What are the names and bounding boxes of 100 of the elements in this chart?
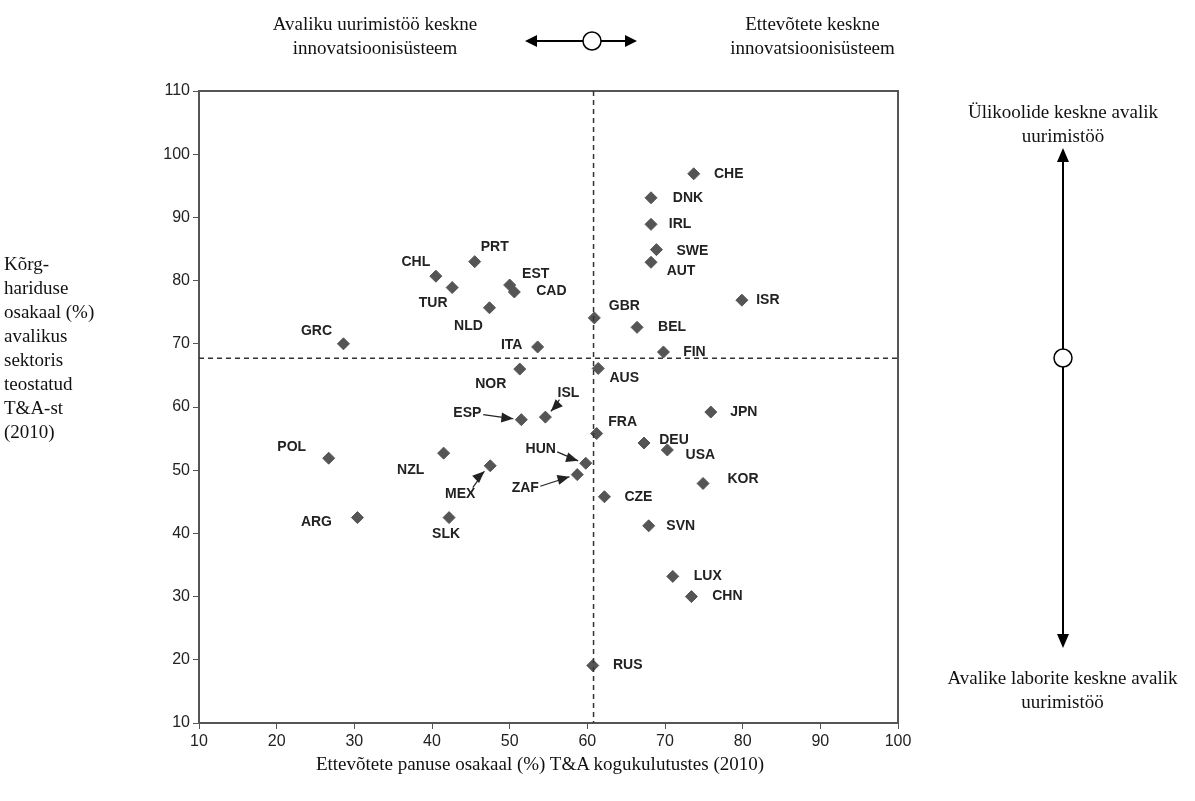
annotation: GRC [300, 321, 333, 338]
annotation: CHE [713, 164, 744, 181]
point [437, 446, 451, 460]
annotation: CZE [624, 487, 653, 504]
point [570, 468, 584, 482]
point [531, 340, 545, 354]
point [642, 519, 656, 533]
annotation: ITA [500, 335, 523, 352]
text: Avaliku uurimistöö keskne innovatsioonisüsteem [271, 12, 479, 60]
point [586, 658, 600, 672]
point [538, 410, 552, 424]
y-tick-label: 70 [172, 334, 191, 352]
point [696, 476, 710, 490]
point [644, 191, 658, 205]
x-tick-label: 60 [578, 732, 597, 750]
point [591, 361, 605, 375]
point [644, 217, 658, 231]
point [644, 255, 658, 269]
point [579, 456, 593, 470]
point [322, 451, 336, 465]
point [587, 311, 601, 325]
x-tick-label: 20 [267, 732, 286, 750]
annotation: SLK [432, 525, 461, 542]
point [429, 269, 443, 283]
x-tick-label: 10 [190, 732, 208, 750]
text: Ettevõtete keskne innovatsioonisüsteem [729, 12, 896, 60]
annotation: FRA [608, 413, 638, 430]
point [649, 243, 663, 257]
point [687, 167, 701, 181]
x-tick-label: 30 [345, 732, 364, 750]
annotation: POL [277, 438, 307, 455]
annotation: BEL [658, 318, 687, 335]
x-tick-label: 90 [811, 732, 830, 750]
y-tick-label: 80 [172, 271, 191, 289]
annotation: ISR [756, 291, 780, 308]
x-tick-label: 40 [423, 732, 441, 750]
point [656, 345, 670, 359]
annotation: USA [685, 445, 716, 462]
text: Ülikoolide keskne avalik uurimistöö [967, 100, 1159, 148]
annotation: NZL [397, 461, 425, 477]
y-axis-title: Kõrg-hariduse osakaal (%) avalikus sektoris teostatud T&A-st (2010) [4, 252, 96, 444]
y-tick-label: 110 [164, 81, 191, 99]
x-tick-label: 80 [733, 732, 752, 750]
x-tick-label: 100 [884, 732, 912, 750]
annotation: MEX [445, 484, 477, 501]
annotation: DEU [659, 430, 689, 447]
x-tick-label: 70 [656, 732, 674, 750]
point [704, 405, 718, 419]
point [468, 255, 482, 269]
annotation: ZAF [511, 479, 540, 496]
annotation: EST [522, 264, 550, 281]
point [482, 301, 496, 315]
annotation: NLD [454, 316, 483, 333]
annotation: RUS [612, 656, 643, 673]
annotation: ARG [300, 513, 333, 530]
annotation: CHN [712, 587, 743, 604]
annotation: SWE [676, 242, 709, 259]
y-tick-label: 60 [172, 397, 191, 415]
annotation: LUX [693, 567, 723, 584]
annotation: AUS [609, 369, 639, 386]
x-axis-title: Ettevõtete panuse osakaal (%) T&A kogukulutustes (2010) [314, 752, 766, 776]
annotation: GBR [608, 296, 640, 313]
annotation: AUT [666, 262, 696, 279]
point [660, 443, 674, 457]
text: Avalike laborite keskne avalik uurimistöö [946, 666, 1179, 714]
annotation: ESP [453, 404, 482, 421]
point [514, 413, 528, 427]
point [336, 337, 350, 351]
point [483, 459, 497, 473]
point [350, 511, 364, 525]
point [445, 281, 459, 295]
annotation: DNK [672, 188, 704, 205]
y-tick-label: 10 [172, 713, 191, 731]
point [442, 511, 456, 525]
annotation: HUN [525, 440, 556, 457]
annotation: KOR [727, 470, 759, 487]
point [684, 590, 698, 604]
annotation: TUR [418, 294, 448, 311]
y-tick-label: 50 [172, 460, 191, 478]
y-tick-label: 30 [172, 587, 191, 605]
point [637, 436, 651, 450]
x-tick-label: 50 [500, 732, 519, 750]
y-tick-label: 20 [172, 650, 191, 668]
y-tick-label: 90 [172, 207, 191, 225]
annotation: SVN [666, 516, 696, 533]
annotation: NOR [475, 374, 507, 391]
point [630, 320, 644, 334]
y-tick-label: 40 [172, 523, 191, 541]
annotation: CHL [401, 253, 431, 270]
annotation: ISL [557, 383, 580, 400]
annotation: PRT [480, 238, 510, 255]
annotation: FIN [683, 342, 706, 359]
y-tick-label: 100 [163, 144, 191, 162]
point [666, 569, 680, 583]
point [735, 293, 749, 307]
point [513, 362, 527, 376]
point [590, 427, 604, 441]
annotation: CAD [536, 281, 567, 298]
point [597, 490, 611, 504]
annotation: JPN [730, 402, 758, 419]
